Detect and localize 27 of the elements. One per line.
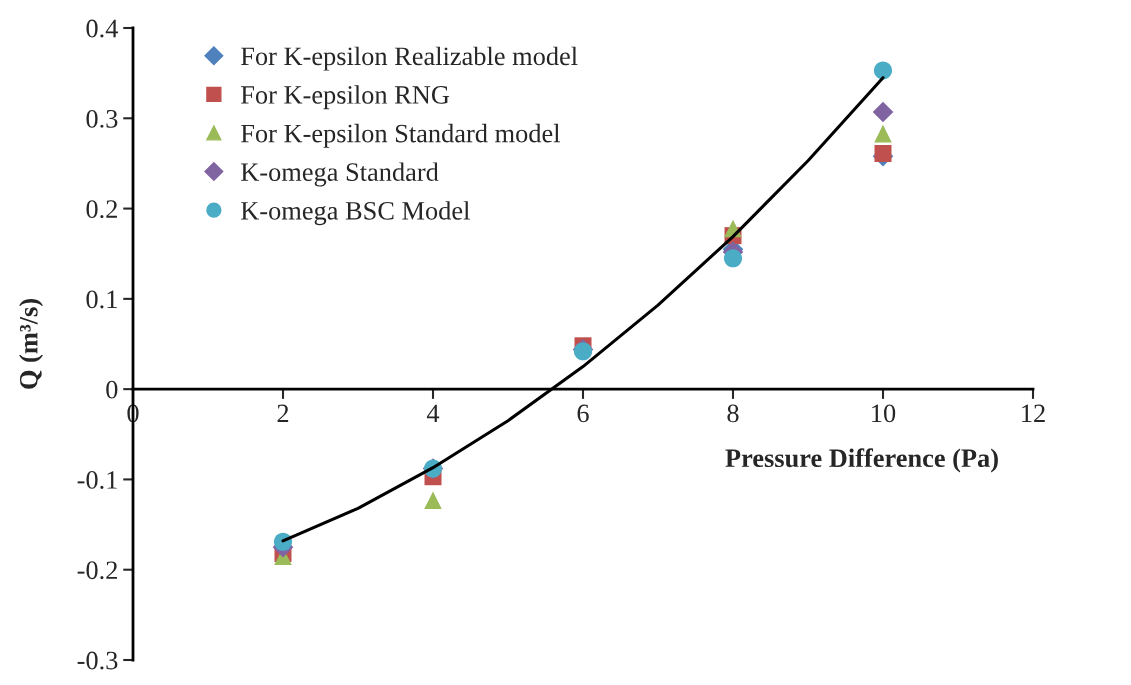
y-tick-label: 0.1	[86, 290, 117, 309]
y-tick-label: -0.3	[77, 651, 118, 670]
x-tick-label: 12	[1022, 404, 1045, 423]
legend-label: K-omega Standard	[241, 162, 439, 187]
x-tick-label: 4	[426, 404, 440, 423]
legend-label: For K-epsilon Realizable model	[241, 46, 578, 71]
point	[873, 61, 893, 80]
y-tick-label: 0.2	[86, 200, 117, 219]
point	[874, 144, 892, 162]
point	[872, 101, 894, 123]
x-axis-title: Pressure Difference (Pa)	[725, 448, 998, 473]
x-tick-label: 8	[727, 404, 739, 423]
y-tick-label: -0.1	[77, 471, 117, 489]
x-tick-label: 2	[277, 404, 289, 423]
x-tick-label: 10	[872, 404, 896, 423]
point	[723, 249, 743, 268]
y-tick-label: 0	[106, 380, 118, 399]
point	[874, 124, 892, 143]
legend-label: K-omega BSC Model	[241, 201, 470, 226]
y-tick-label: 0.3	[86, 109, 118, 128]
x-tick-label: 6	[577, 404, 589, 423]
y-tick-label: 0.4	[86, 19, 118, 38]
y-axis-title: Q (m³/s)	[19, 299, 43, 389]
y-tick-label: -0.2	[77, 561, 117, 580]
legend-label: For K-epsilon RNG	[241, 85, 450, 110]
legend-label: For K-epsilon Standard model	[241, 123, 561, 148]
point	[424, 491, 442, 509]
